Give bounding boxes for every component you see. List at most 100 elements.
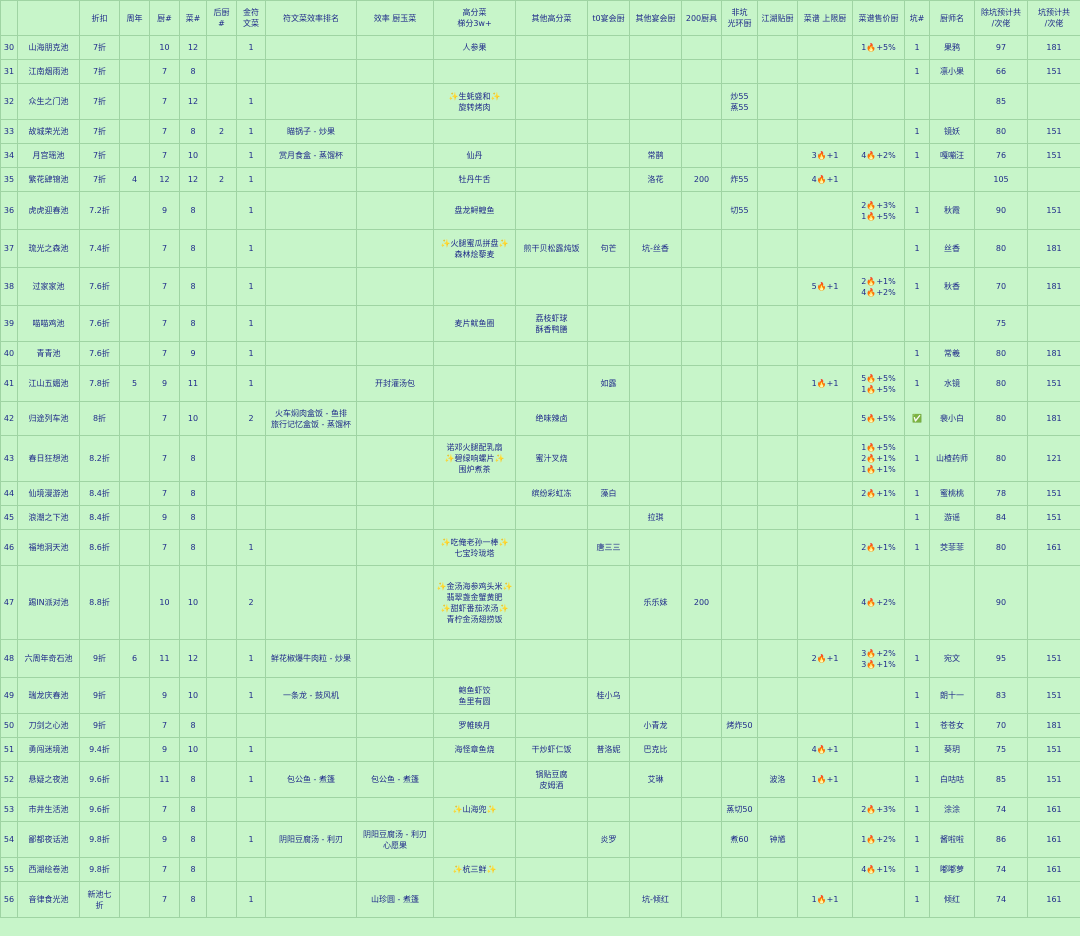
table-cell: 7.6折 bbox=[79, 267, 120, 306]
table-cell bbox=[206, 481, 237, 506]
table-cell bbox=[721, 59, 758, 84]
table-cell bbox=[681, 881, 722, 918]
table-cell bbox=[757, 365, 798, 402]
table-cell: 巴克比 bbox=[629, 737, 682, 762]
table-cell bbox=[852, 677, 905, 714]
table-cell bbox=[265, 167, 357, 192]
table-cell: 句芒 bbox=[587, 229, 630, 268]
table-cell: 一条龙 - 鼓风机 bbox=[265, 677, 357, 714]
table-cell: 荔枝虾球 酥香鸭膳 bbox=[515, 305, 588, 342]
table-cell: 1 bbox=[904, 481, 930, 506]
table-cell bbox=[265, 737, 357, 762]
table-cell bbox=[206, 143, 237, 168]
table-cell bbox=[119, 143, 150, 168]
table-cell: 8 bbox=[179, 713, 207, 738]
table-cell bbox=[119, 881, 150, 918]
table-cell bbox=[757, 565, 798, 640]
table-cell bbox=[587, 713, 630, 738]
table-cell: 1🔥+5% bbox=[852, 35, 905, 60]
table-cell: 8折 bbox=[79, 401, 120, 436]
table-cell: 1 bbox=[904, 737, 930, 762]
table-cell: 8.6折 bbox=[79, 529, 120, 566]
table-cell: 181 bbox=[1027, 229, 1080, 268]
table-cell: 80 bbox=[974, 365, 1028, 402]
table-cell bbox=[515, 639, 588, 678]
table-cell: 1🔥+2% bbox=[852, 821, 905, 858]
table-cell bbox=[797, 83, 853, 120]
table-cell bbox=[681, 677, 722, 714]
table-cell bbox=[587, 59, 630, 84]
column-header: t0宴会厨 bbox=[587, 0, 630, 36]
table-cell bbox=[757, 639, 798, 678]
table-cell bbox=[119, 529, 150, 566]
table-cell: 80 bbox=[974, 529, 1028, 566]
table-cell: 悬疑之夜池 bbox=[17, 761, 80, 798]
table-cell: 烤炸50 bbox=[721, 713, 758, 738]
table-cell: 仙境漫游池 bbox=[17, 481, 80, 506]
table-cell bbox=[721, 737, 758, 762]
table-cell: 7.2折 bbox=[79, 191, 120, 230]
table-cell: 普洛妮 bbox=[587, 737, 630, 762]
table-cell: 8 bbox=[179, 59, 207, 84]
table-cell: 8 bbox=[179, 505, 207, 530]
table-cell bbox=[721, 35, 758, 60]
table-cell: 32 bbox=[0, 83, 18, 120]
table-cell bbox=[433, 59, 516, 84]
table-cell: 8 bbox=[179, 481, 207, 506]
table-cell bbox=[681, 481, 722, 506]
table-cell: 秋霞 bbox=[929, 191, 975, 230]
table-cell: 乐乐妹 bbox=[629, 565, 682, 640]
table-cell: 波洛 bbox=[757, 761, 798, 798]
table-row: 50 刀剑之心池 9折 7 8 罗帷映月 小青龙 烤炸50 1 苍苍女 70 181 bbox=[0, 713, 1080, 738]
table-cell: 阴阳豆腐汤 - 利刃 bbox=[265, 821, 357, 858]
table-cell: 7 bbox=[149, 341, 180, 366]
table-cell bbox=[681, 83, 722, 120]
table-cell: 74 bbox=[974, 857, 1028, 882]
table-cell: 151 bbox=[1027, 191, 1080, 230]
table-cell: 200 bbox=[681, 167, 722, 192]
table-cell: 仙丹 bbox=[433, 143, 516, 168]
table-cell bbox=[629, 35, 682, 60]
table-cell bbox=[852, 83, 905, 120]
table-cell: 1 bbox=[236, 191, 266, 230]
table-cell bbox=[757, 143, 798, 168]
table-cell bbox=[119, 857, 150, 882]
table-row: 36 虎虎迎春池 7.2折 9 8 1 盘龙鲟鳇鱼 切55 2🔥+3% 1🔥+5% 1 秋霞 90 15… bbox=[0, 191, 1080, 230]
table-cell bbox=[1027, 167, 1080, 192]
table-cell: 包公鱼 - 煮篷 bbox=[265, 761, 357, 798]
table-cell bbox=[433, 341, 516, 366]
table-cell bbox=[721, 761, 758, 798]
table-cell bbox=[515, 821, 588, 858]
table-cell: 7 bbox=[149, 267, 180, 306]
table-row: 30 山海朋克池 7折 10 12 1 人参果 1🔥+5% 1 果鸦 97 181 bbox=[0, 35, 1080, 60]
table-cell: 7 bbox=[149, 435, 180, 482]
table-cell: 70 bbox=[974, 267, 1028, 306]
table-cell bbox=[681, 305, 722, 342]
table-cell bbox=[629, 435, 682, 482]
table-cell bbox=[587, 267, 630, 306]
table-cell: 酱啦啦 bbox=[929, 821, 975, 858]
table-cell bbox=[119, 35, 150, 60]
table-cell bbox=[797, 59, 853, 84]
table-cell: 44 bbox=[0, 481, 18, 506]
table-cell: 10 bbox=[179, 401, 207, 436]
table-cell bbox=[681, 267, 722, 306]
table-cell: ✨吃俺老孙一棒✨ 七宝玲珑塔 bbox=[433, 529, 516, 566]
table-cell: 2🔥+1% bbox=[852, 481, 905, 506]
table-cell: 月宫瑶池 bbox=[17, 143, 80, 168]
table-cell: 1 bbox=[236, 529, 266, 566]
table-row: 39 喵喵鸡池 7.6折 7 8 1 麦片鱿鱼圈 荔枝虾球 酥香鸭膳 75 bbox=[0, 305, 1080, 342]
table-cell: 1 bbox=[904, 191, 930, 230]
table-cell bbox=[356, 229, 434, 268]
table-cell bbox=[356, 677, 434, 714]
table-cell bbox=[852, 341, 905, 366]
table-cell bbox=[721, 565, 758, 640]
table-row: 33 故城荣光池 7折 7 8 2 1 瞄锅子 - 炒果 1 镜妖 80 151 bbox=[0, 119, 1080, 144]
table-cell: 1 bbox=[236, 267, 266, 306]
table-cell: 1 bbox=[904, 713, 930, 738]
table-cell bbox=[1027, 565, 1080, 640]
table-row: 44 仙境漫游池 8.4折 7 8 缤纷彩虹冻 藻白 2🔥+1% 1 蜜桃桃 78 151 bbox=[0, 481, 1080, 506]
table-row: 56 音律食光池 新池七 折 7 8 1 山珍圆 - 煮篷 坑-倾红 1🔥+1 1 倾红 74 161 bbox=[0, 881, 1080, 918]
table-cell bbox=[904, 565, 930, 640]
table-cell bbox=[265, 435, 357, 482]
